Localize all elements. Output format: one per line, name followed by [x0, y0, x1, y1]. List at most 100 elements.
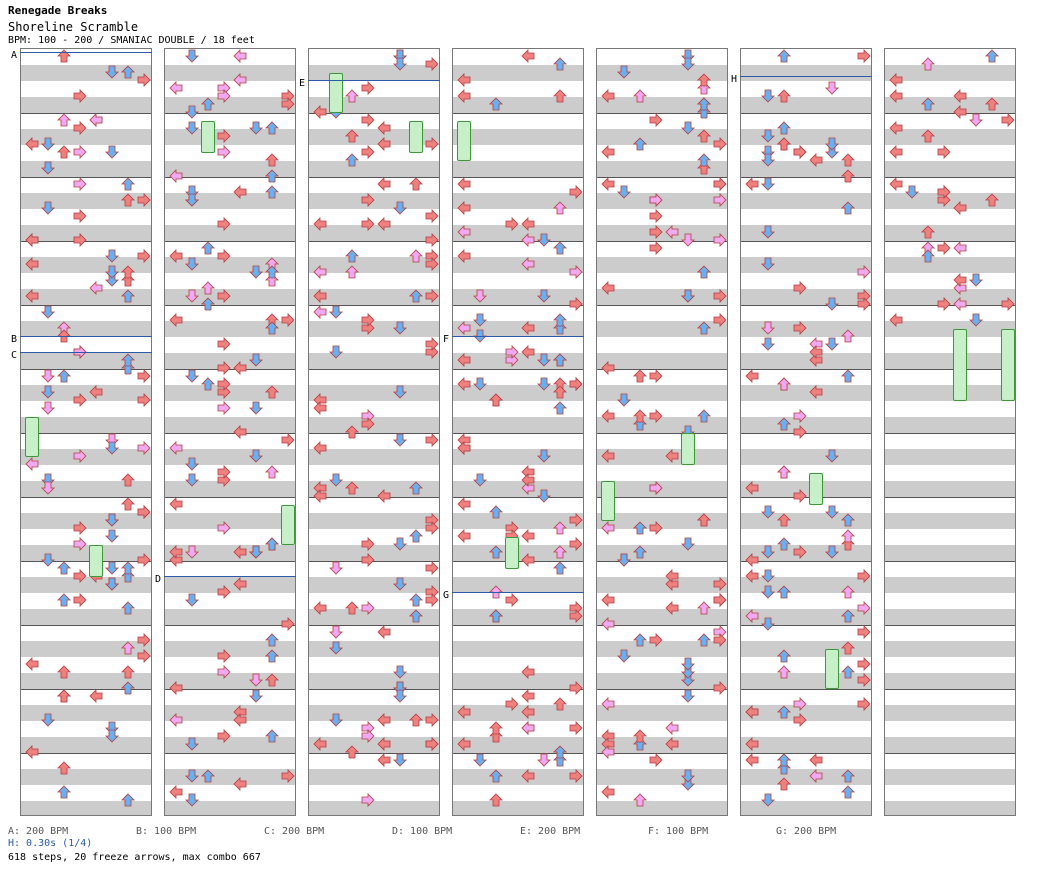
up-arrow-icon	[345, 129, 359, 143]
up-arrow-icon	[265, 537, 279, 551]
up-arrow-icon	[697, 97, 711, 111]
right-arrow-icon	[793, 425, 807, 439]
down-arrow-icon	[249, 689, 263, 703]
right-arrow-icon	[217, 289, 231, 303]
bpm-change-line	[740, 76, 872, 77]
down-arrow-icon	[41, 201, 55, 215]
right-arrow-icon	[713, 177, 727, 191]
right-arrow-icon	[137, 369, 151, 383]
right-arrow-icon	[73, 569, 87, 583]
down-arrow-icon	[537, 233, 551, 247]
up-arrow-icon	[841, 585, 855, 599]
left-arrow-icon	[953, 273, 967, 287]
right-arrow-icon	[937, 145, 951, 159]
left-arrow-icon	[601, 177, 615, 191]
up-arrow-icon	[409, 249, 423, 263]
up-arrow-icon	[57, 689, 71, 703]
up-arrow-icon	[265, 385, 279, 399]
left-arrow-icon	[313, 289, 327, 303]
left-arrow-icon	[665, 449, 679, 463]
down-arrow-icon	[105, 729, 119, 743]
right-arrow-icon	[857, 697, 871, 711]
measure-line	[597, 369, 727, 370]
right-arrow-icon	[425, 433, 439, 447]
measure-line	[165, 305, 295, 306]
up-arrow-icon	[841, 169, 855, 183]
right-arrow-icon	[73, 209, 87, 223]
down-arrow-icon	[825, 449, 839, 463]
measure-line	[597, 113, 727, 114]
left-arrow-icon	[521, 529, 535, 543]
up-arrow-icon	[489, 769, 503, 783]
left-arrow-icon	[521, 257, 535, 271]
left-arrow-icon	[377, 713, 391, 727]
measure-line	[741, 497, 871, 498]
right-arrow-icon	[713, 593, 727, 607]
up-arrow-icon	[553, 313, 567, 327]
up-arrow-icon	[841, 609, 855, 623]
left-arrow-icon	[233, 545, 247, 559]
measure-line	[885, 689, 1015, 690]
down-arrow-icon	[617, 393, 631, 407]
down-arrow-icon	[825, 545, 839, 559]
left-arrow-icon	[665, 601, 679, 615]
right-arrow-icon	[361, 193, 375, 207]
down-arrow-icon	[761, 337, 775, 351]
up-arrow-icon	[553, 385, 567, 399]
right-arrow-icon	[569, 377, 583, 391]
up-arrow-icon	[345, 745, 359, 759]
measure-line	[885, 305, 1015, 306]
right-arrow-icon	[73, 537, 87, 551]
freeze-arrow	[825, 649, 839, 689]
up-arrow-icon	[57, 49, 71, 63]
left-arrow-icon	[25, 257, 39, 271]
segment-marker: A	[11, 50, 18, 61]
down-arrow-icon	[681, 233, 695, 247]
up-arrow-icon	[57, 561, 71, 575]
up-arrow-icon	[841, 201, 855, 215]
left-arrow-icon	[889, 89, 903, 103]
up-arrow-icon	[697, 129, 711, 143]
right-arrow-icon	[505, 697, 519, 711]
up-arrow-icon	[633, 409, 647, 423]
chart-info: BPM: 100 - 200 / SMANIAC DOUBLE / 18 fee…	[8, 35, 255, 46]
left-arrow-icon	[601, 617, 615, 631]
down-arrow-icon	[105, 145, 119, 159]
left-arrow-icon	[521, 49, 535, 63]
down-arrow-icon	[473, 289, 487, 303]
up-arrow-icon	[633, 633, 647, 647]
right-arrow-icon	[1001, 297, 1015, 311]
right-arrow-icon	[425, 737, 439, 751]
down-arrow-icon	[761, 257, 775, 271]
down-arrow-icon	[761, 793, 775, 807]
up-arrow-icon	[57, 593, 71, 607]
right-arrow-icon	[569, 721, 583, 735]
measure-line	[165, 113, 295, 114]
measure-line	[21, 241, 151, 242]
left-arrow-icon	[665, 721, 679, 735]
up-arrow-icon	[57, 665, 71, 679]
left-arrow-icon	[809, 153, 823, 167]
left-arrow-icon	[521, 665, 535, 679]
right-arrow-icon	[569, 297, 583, 311]
up-arrow-icon	[553, 89, 567, 103]
down-arrow-icon	[329, 305, 343, 319]
down-arrow-icon	[681, 657, 695, 671]
chart-column	[884, 48, 1016, 816]
up-arrow-icon	[409, 481, 423, 495]
left-arrow-icon	[25, 457, 39, 471]
up-arrow-icon	[121, 177, 135, 191]
measure-line	[885, 241, 1015, 242]
down-arrow-icon	[681, 57, 695, 71]
down-arrow-icon	[537, 753, 551, 767]
freeze-arrow	[1001, 329, 1015, 401]
measure-line	[21, 305, 151, 306]
up-arrow-icon	[57, 761, 71, 775]
right-arrow-icon	[569, 681, 583, 695]
left-arrow-icon	[169, 785, 183, 799]
left-arrow-icon	[169, 169, 183, 183]
up-arrow-icon	[489, 609, 503, 623]
left-arrow-icon	[233, 361, 247, 375]
down-arrow-icon	[969, 313, 983, 327]
left-arrow-icon	[745, 569, 759, 583]
